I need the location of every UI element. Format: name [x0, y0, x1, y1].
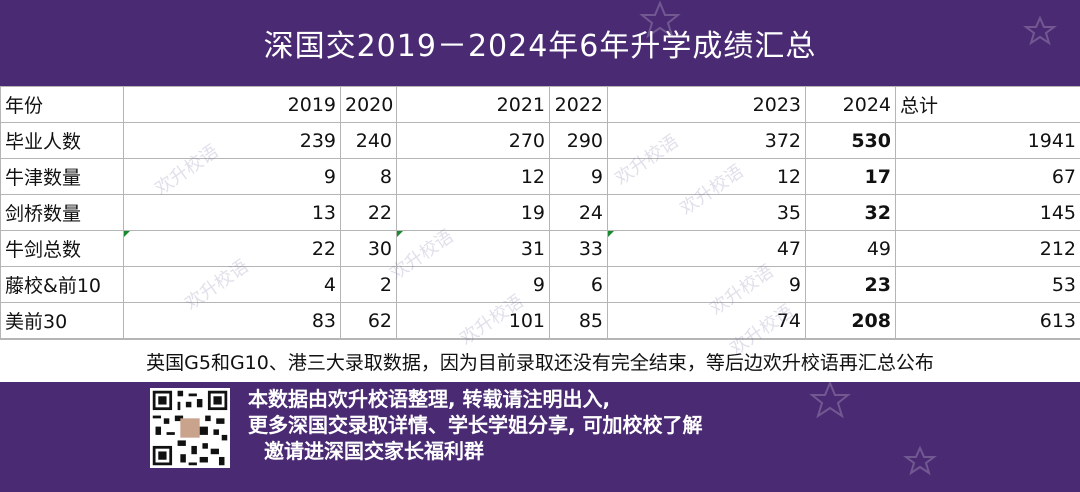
- table-cell: 17: [805, 158, 896, 195]
- table-cell: 32: [805, 194, 896, 231]
- table-cell: 4: [123, 266, 341, 303]
- qr-code-icon: [150, 388, 230, 468]
- table-header-row: 年份 2019 2020 2021 2022 2023 2024 总计: [0, 86, 1080, 123]
- table-cell: 208: [805, 302, 896, 339]
- table-cell-highlight: 30: [340, 230, 397, 267]
- table-cell: 12: [396, 158, 550, 195]
- header-year-2023: 2023: [607, 86, 806, 123]
- header-year-2022: 2022: [549, 86, 608, 123]
- table-row: 毕业人数 239 240 270 290 372 530 1941: [0, 122, 1080, 159]
- table-cell: 239: [123, 122, 341, 159]
- row-total: 53: [895, 266, 1080, 303]
- header-year-2019: 2019: [123, 86, 341, 123]
- table-cell-highlight: 47: [607, 230, 806, 267]
- table-cell: 240: [340, 122, 397, 159]
- table-cell: 9: [123, 158, 341, 195]
- table-cell: 6: [549, 266, 608, 303]
- table-cell-highlight: 22: [123, 230, 341, 267]
- table-cell: 9: [607, 266, 806, 303]
- table-cell: 62: [340, 302, 397, 339]
- table-cell-highlight: 31: [396, 230, 550, 267]
- table-cell-highlight: 49: [805, 230, 896, 267]
- table-cell: 23: [805, 266, 896, 303]
- header-year-label: 年份: [0, 86, 124, 123]
- row-total: 613: [895, 302, 1080, 339]
- row-label: 美前30: [0, 302, 124, 339]
- row-total: 212: [895, 230, 1080, 267]
- table-cell: 101: [396, 302, 550, 339]
- table-note: 英国G5和G10、港三大录取数据，因为目前录取还没有完全结束，等后边欢升校语再汇…: [0, 339, 1080, 382]
- header-year-2021: 2021: [396, 86, 550, 123]
- table-cell: 35: [607, 194, 806, 231]
- table-cell: 22: [340, 194, 397, 231]
- page-title: 深国交2019－2024年6年升学成绩汇总: [263, 29, 817, 64]
- row-total: 67: [895, 158, 1080, 195]
- row-total: 145: [895, 194, 1080, 231]
- table-cell: 12: [607, 158, 806, 195]
- table-cell: 8: [340, 158, 397, 195]
- table-row: 美前30 83 62 101 85 74 208 613: [0, 302, 1080, 339]
- table-cell: 13: [123, 194, 341, 231]
- header-total: 总计: [895, 86, 1080, 123]
- table-cell: 9: [396, 266, 550, 303]
- row-label: 牛津数量: [0, 158, 124, 195]
- table-cell: 85: [549, 302, 608, 339]
- table-cell: 24: [549, 194, 608, 231]
- table-row: 藤校&前10 4 2 9 6 9 23 53: [0, 266, 1080, 303]
- table-cell: 83: [123, 302, 341, 339]
- row-label: 剑桥数量: [0, 194, 124, 231]
- results-table: 年份 2019 2020 2021 2022 2023 2024 总计 毕业人数…: [0, 86, 1080, 339]
- footer-info: 本数据由欢升校语整理, 转载请注明出入, 更多深国交录取详情、学长学姐分享, 可…: [248, 386, 948, 464]
- table-cell: 19: [396, 194, 550, 231]
- row-label: 毕业人数: [0, 122, 124, 159]
- row-total: 1941: [895, 122, 1080, 159]
- footer-line-2: 更多深国交录取详情、学长学姐分享, 可加校校了解: [248, 413, 703, 437]
- header-year-2024: 2024: [805, 86, 896, 123]
- table-cell: 2: [340, 266, 397, 303]
- footer-line-1: 本数据由欢升校语整理, 转载请注明出入,: [248, 387, 611, 411]
- table-cell: 9: [549, 158, 608, 195]
- table-cell-highlight: 33: [549, 230, 608, 267]
- row-label: 藤校&前10: [0, 266, 124, 303]
- table-row: 牛津数量 9 8 12 9 12 17 67: [0, 158, 1080, 195]
- table-cell: 270: [396, 122, 550, 159]
- header-year-2020: 2020: [340, 86, 397, 123]
- results-sheet: 年份 2019 2020 2021 2022 2023 2024 总计 毕业人数…: [0, 86, 1080, 382]
- table-row: 牛剑总数 22 30 31 33 47 49 212: [0, 230, 1080, 267]
- table-cell: 74: [607, 302, 806, 339]
- table-row: 剑桥数量 13 22 19 24 35 32 145: [0, 194, 1080, 231]
- table-cell: 372: [607, 122, 806, 159]
- footer-line-3: 邀请进深国交家长福利群: [264, 439, 484, 463]
- table-cell: 530: [805, 122, 896, 159]
- table-cell: 290: [549, 122, 608, 159]
- row-label: 牛剑总数: [0, 230, 124, 267]
